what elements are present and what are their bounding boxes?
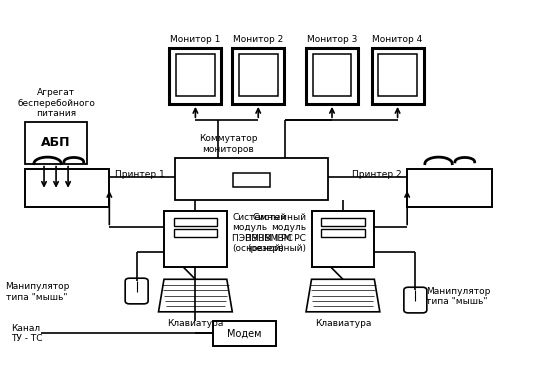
Text: Агрегат
бесперебойного
питания: Агрегат бесперебойного питания xyxy=(17,88,95,119)
Text: Принтер 2: Принтер 2 xyxy=(352,170,402,179)
Text: Системный
модуль
ПЭВМ IBM PC
(основной): Системный модуль ПЭВМ IBM PC (основной) xyxy=(232,213,293,253)
Bar xyxy=(312,54,352,96)
FancyBboxPatch shape xyxy=(125,278,148,304)
Polygon shape xyxy=(158,279,232,312)
Bar xyxy=(321,218,364,226)
Bar xyxy=(164,211,227,267)
Bar xyxy=(176,54,215,96)
Text: Клавиатура: Клавиатура xyxy=(167,319,224,328)
Bar xyxy=(232,48,284,104)
Bar xyxy=(213,321,276,346)
Text: Монитор 2: Монитор 2 xyxy=(233,34,283,44)
Text: Клавиатура: Клавиатура xyxy=(315,319,371,328)
Polygon shape xyxy=(306,279,380,312)
FancyBboxPatch shape xyxy=(404,287,427,313)
Text: Принтер 1: Принтер 1 xyxy=(115,170,164,179)
Bar xyxy=(306,48,358,104)
Bar xyxy=(239,54,278,96)
Bar xyxy=(169,48,221,104)
Bar xyxy=(371,48,423,104)
Bar xyxy=(25,169,109,207)
Text: АБП: АБП xyxy=(41,136,71,149)
Bar xyxy=(321,229,364,237)
Bar xyxy=(175,158,328,200)
Text: Манипулятор
типа "мышь": Манипулятор типа "мышь" xyxy=(6,282,70,302)
Text: Системный
модуль
ПЭВМ IBM PC
(резервный): Системный модуль ПЭВМ IBM PC (резервный) xyxy=(245,213,306,253)
Text: Монитор 3: Монитор 3 xyxy=(307,34,357,44)
Text: Манипулятор
типа "мышь": Манипулятор типа "мышь" xyxy=(426,287,491,306)
Bar xyxy=(174,229,217,237)
Bar xyxy=(25,122,87,164)
Text: Монитор 1: Монитор 1 xyxy=(170,34,221,44)
Bar xyxy=(311,211,374,267)
Bar xyxy=(407,169,492,207)
Bar xyxy=(174,218,217,226)
Bar xyxy=(378,54,417,96)
Text: Канал
ТУ - ТС: Канал ТУ - ТС xyxy=(11,324,43,343)
Text: Коммутатор
мониторов: Коммутатор мониторов xyxy=(199,134,258,154)
Text: Монитор 4: Монитор 4 xyxy=(373,34,423,44)
Bar xyxy=(233,173,270,187)
Text: Модем: Модем xyxy=(227,328,262,338)
